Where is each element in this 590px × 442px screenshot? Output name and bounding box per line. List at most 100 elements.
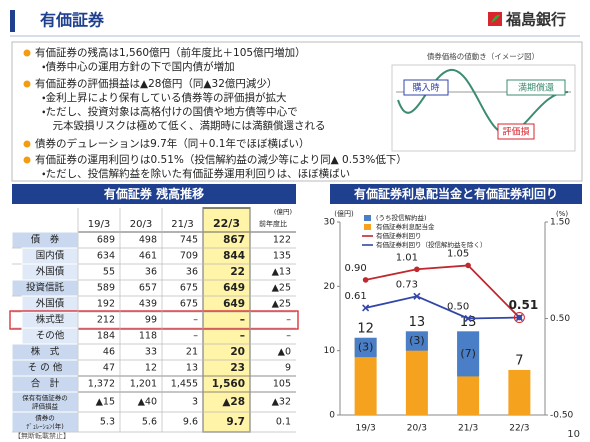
table-cell: 122 <box>273 235 291 246</box>
footer-notice: 【無断転載禁止】 <box>14 431 70 440</box>
line-marker <box>362 304 370 312</box>
bullet-sub: ・ただし、投資対象は高格付けの国債や地方債等中心で <box>42 105 298 118</box>
row-label: 評価損益 <box>32 401 59 410</box>
bar <box>405 331 428 415</box>
row-label: そ の 他 <box>28 362 63 374</box>
table-cell: 21 <box>186 347 198 358</box>
diagram-label: 評価損 <box>502 126 529 138</box>
line-marker <box>515 313 523 322</box>
table-cell: 589 <box>97 283 115 294</box>
legend-label: 有価証券利息配当金 <box>376 222 435 231</box>
diagram-frame <box>391 64 576 152</box>
row-label: 合 計 <box>31 378 60 390</box>
column-header: 22/3 <box>213 217 240 230</box>
line-marker <box>362 277 369 283</box>
y2-axis-label: (%) <box>556 210 568 218</box>
row-label: その他 <box>36 330 65 342</box>
table-cell: – <box>240 330 245 342</box>
table-cell: 675 <box>180 299 198 310</box>
bullet-dot <box>23 49 31 57</box>
y2-tick-label: -0.50 <box>550 411 574 421</box>
line <box>365 264 521 319</box>
legend-label: 有価証券利回り（投信解約益を除く） <box>376 240 487 249</box>
row-highlight <box>9 310 299 330</box>
table-cell: ▲32 <box>272 397 291 408</box>
table-cell: 5.6 <box>142 417 157 428</box>
table-cell: 649 <box>223 298 245 310</box>
column-header: 19/3 <box>88 219 110 230</box>
line-label: 0.51 <box>509 298 539 312</box>
bar-part <box>354 337 377 358</box>
table-cell: 657 <box>139 283 157 294</box>
row-label: 債 券 <box>31 234 60 246</box>
diagram-label: 満期償還 <box>518 82 554 94</box>
chart-title: 有価証券利息配当金と有価証券利回り <box>354 186 558 201</box>
bar-part-label: (7) <box>460 347 476 360</box>
table-cell: 135 <box>273 251 291 262</box>
x-tick-label: 22/3 <box>509 424 529 434</box>
table-cell: 844 <box>223 250 245 262</box>
line-label: 0.50 <box>447 302 469 313</box>
legend-swatch <box>364 224 371 230</box>
y-axis-label: (億円) <box>334 209 354 218</box>
column-header: 21/3 <box>171 219 193 230</box>
diagram-label: 購入時 <box>412 82 439 94</box>
bullet-sub: ・ただし、投信解約益を除いた有価証券運用利回りは、ほぼ横ばい <box>42 167 350 180</box>
table-cell: 192 <box>97 299 115 310</box>
y2-tick-label: 1.50 <box>550 218 570 228</box>
table-cell: 689 <box>97 235 115 246</box>
table-cell: 55 <box>103 267 115 278</box>
table-cell: 47 <box>103 363 115 374</box>
bullet-dot <box>23 140 31 148</box>
table-cell: 1,201 <box>130 379 157 390</box>
y2-tick-label: 0.50 <box>550 314 570 324</box>
logo-leaf <box>491 14 500 23</box>
table-cell: 22 <box>230 266 245 278</box>
page-number: 10 <box>567 429 580 440</box>
table-cell: 1,455 <box>171 379 198 390</box>
line-label: 0.73 <box>396 279 418 290</box>
row-label: 株式型 <box>36 314 65 326</box>
table-cell: – <box>286 331 291 342</box>
line <box>365 295 520 320</box>
table-cell: 461 <box>139 251 157 262</box>
bullet-text: 有価証券の残高は1,560億円（前年度比＋105億円増加） <box>35 46 306 59</box>
bullet-dot <box>23 156 31 164</box>
bar-part <box>405 331 428 351</box>
bar-part-label: (3) <box>409 334 425 347</box>
row-label: 投資信託 <box>26 282 65 294</box>
diagram: 債券価格の値動き（イメージ図） 購入時 満期償還 評価損 <box>391 51 576 152</box>
table-cell: 649 <box>223 282 245 294</box>
table-cell: 9.7 <box>226 416 245 428</box>
table-cell: – <box>240 314 245 326</box>
table-cell: ▲40 <box>138 397 157 408</box>
table-cell: 675 <box>180 283 198 294</box>
table-cell: 9.6 <box>183 417 198 428</box>
bar-label: 13 <box>409 315 426 330</box>
table-cell: ▲25 <box>272 283 291 294</box>
table-cell: 105 <box>273 379 291 390</box>
bullet-text: 有価証券の評価損益は▲28億円（同▲32億円減少） <box>35 77 277 90</box>
bar-part <box>457 331 480 377</box>
bar-label: 12 <box>357 321 374 336</box>
table-cell: 498 <box>139 235 157 246</box>
row-label: 国内債 <box>36 250 65 262</box>
table-cell: ▲0 <box>278 347 291 358</box>
table-cell: 20 <box>230 346 245 358</box>
line-label: 0.61 <box>344 291 366 302</box>
line-label: 1.01 <box>396 252 418 263</box>
table-cell: ▲15 <box>96 397 115 408</box>
line-marker <box>413 292 421 300</box>
table-cell: 33 <box>145 347 157 358</box>
table-cell: 709 <box>180 251 198 262</box>
line-marker <box>464 314 472 323</box>
table-cell: 634 <box>97 251 115 262</box>
bullet-text: 債券のデュレーションは9.7年（同＋0.1年でほぼ横ばい） <box>35 137 309 150</box>
table-cell: ▲13 <box>272 267 291 278</box>
table-cell: ▲28 <box>222 396 245 408</box>
table-cell: 1,560 <box>212 378 245 390</box>
table-cell: 36 <box>145 267 157 278</box>
bullet-dot <box>23 80 31 88</box>
logo: 福島銀行 <box>488 11 566 29</box>
